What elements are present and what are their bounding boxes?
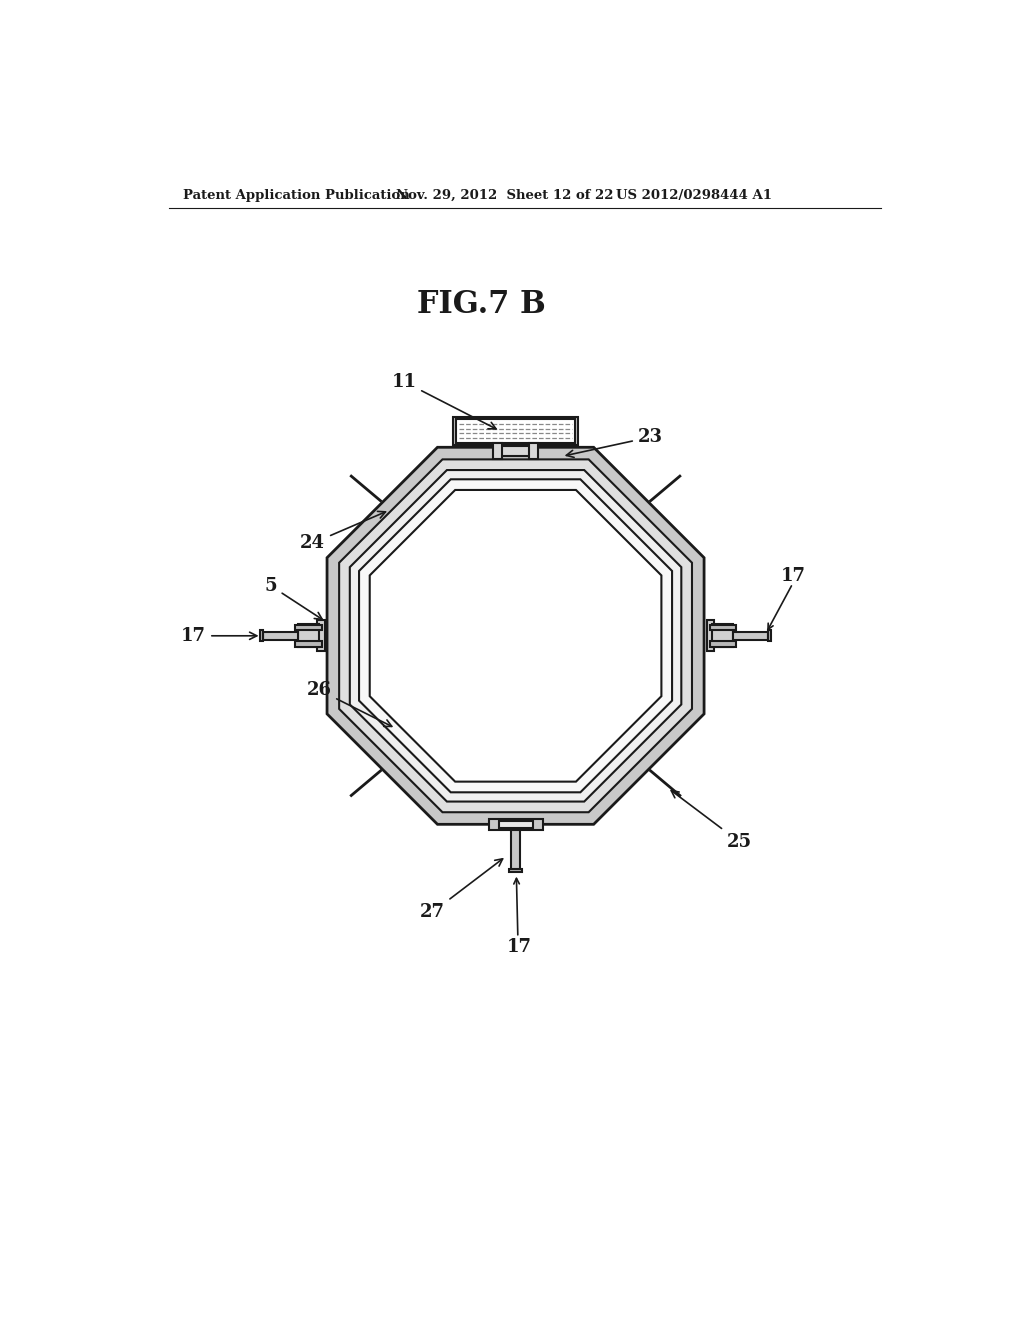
Bar — [499, 821, 532, 829]
Text: Nov. 29, 2012  Sheet 12 of 22: Nov. 29, 2012 Sheet 12 of 22 — [396, 189, 613, 202]
Polygon shape — [370, 490, 662, 781]
Bar — [497, 446, 535, 455]
Bar — [710, 626, 736, 631]
Bar — [707, 620, 714, 651]
Text: US 2012/0298444 A1: US 2012/0298444 A1 — [615, 189, 772, 202]
Polygon shape — [350, 470, 681, 801]
Polygon shape — [359, 479, 672, 792]
Bar — [453, 417, 579, 445]
Bar — [295, 642, 322, 647]
Bar — [494, 444, 503, 459]
Bar — [260, 631, 263, 642]
Bar — [733, 632, 768, 640]
Bar — [509, 869, 521, 873]
Bar — [511, 830, 520, 870]
Text: 26: 26 — [306, 681, 392, 726]
Bar — [298, 624, 319, 647]
Bar — [456, 418, 575, 444]
Text: 5: 5 — [264, 577, 323, 619]
Bar — [263, 632, 298, 640]
Bar — [712, 624, 733, 647]
Bar — [710, 642, 736, 647]
Polygon shape — [339, 459, 692, 812]
Polygon shape — [327, 447, 705, 824]
Bar — [528, 444, 538, 459]
Text: 17: 17 — [507, 939, 531, 956]
Text: 24: 24 — [300, 511, 385, 552]
Bar — [768, 631, 771, 642]
Bar — [295, 626, 322, 631]
Text: 17: 17 — [780, 566, 805, 585]
Text: 11: 11 — [391, 372, 496, 429]
Text: 23: 23 — [566, 428, 663, 458]
Text: 17: 17 — [181, 627, 257, 644]
Text: Patent Application Publication: Patent Application Publication — [183, 189, 410, 202]
Text: 27: 27 — [420, 859, 503, 921]
Text: 25: 25 — [672, 791, 752, 850]
Bar — [488, 818, 543, 830]
Bar — [316, 620, 325, 651]
Text: FIG.7 B: FIG.7 B — [417, 289, 546, 321]
